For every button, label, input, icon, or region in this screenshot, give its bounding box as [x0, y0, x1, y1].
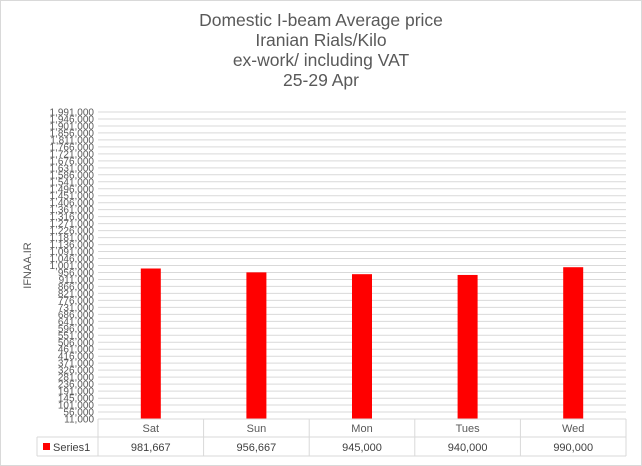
x-category-label: Wed: [562, 423, 584, 435]
y-tick-label: 731,000: [58, 303, 95, 314]
y-tick-label: 1,271,000: [50, 219, 95, 230]
y-tick-label: 1,361,000: [50, 205, 95, 216]
y-tick-label: 416,000: [58, 352, 95, 363]
y-tick-label: 1,406,000: [50, 198, 95, 209]
data-table-value: 956,667: [237, 442, 277, 454]
y-tick-label: 191,000: [58, 387, 95, 398]
chart-title-line-3: ex-work/ including VAT: [232, 50, 410, 70]
y-tick-label: 1,631,000: [50, 163, 95, 174]
y-axis-title: IFNAA.IR: [22, 242, 34, 289]
bar: [457, 274, 478, 419]
data-table-value: 990,000: [553, 442, 593, 454]
y-tick-label: 1,226,000: [50, 226, 95, 237]
y-tick-label: 641,000: [58, 317, 95, 328]
y-tick-label: 1,001,000: [50, 261, 95, 272]
y-tick-label: 821,000: [58, 289, 95, 300]
y-tick-label: 371,000: [58, 359, 95, 370]
y-tick-label: 686,000: [58, 310, 95, 321]
data-table-value: 940,000: [448, 442, 488, 454]
y-tick-label: 56,000: [63, 408, 94, 419]
y-tick-label: 1,541,000: [50, 177, 95, 188]
y-tick-label: 1,811,000: [50, 135, 94, 146]
y-tick-label: 1,136,000: [50, 240, 95, 251]
y-tick-label: 776,000: [58, 296, 95, 307]
y-tick-label: 101,000: [58, 401, 95, 412]
y-tick-label: 1,676,000: [50, 156, 95, 167]
y-tick-label: 281,000: [58, 373, 95, 384]
y-tick-label: 1,946,000: [50, 114, 95, 125]
chart-title-line-1: Domestic I-beam Average price: [199, 10, 443, 30]
y-tick-label: 956,000: [58, 268, 95, 279]
y-tick-label: 1,451,000: [50, 191, 95, 202]
y-tick-label: 866,000: [58, 282, 95, 293]
bar: [246, 272, 267, 419]
legend-series-name: Series1: [53, 442, 90, 454]
data-table-value: 945,000: [342, 442, 382, 454]
x-category-label: Sat: [143, 423, 160, 435]
chart-title-line-2: Iranian Rials/Kilo: [255, 30, 387, 50]
y-tick-label: 911,000: [59, 275, 95, 286]
y-tick-label: 551,000: [58, 331, 95, 342]
y-tick-label: 1,721,000: [50, 149, 95, 160]
x-category-label: Mon: [351, 423, 372, 435]
legend-key: [43, 443, 50, 450]
data-table-value: 981,667: [131, 442, 171, 454]
bar: [352, 274, 372, 419]
y-tick-label: 1,586,000: [50, 170, 95, 181]
y-tick-label: 1,091,000: [50, 247, 95, 258]
y-tick-label: 1,181,000: [50, 233, 95, 244]
y-tick-label: 11,000: [64, 415, 94, 426]
y-tick-label: 236,000: [58, 380, 95, 391]
y-tick-label: 1,856,000: [50, 128, 95, 139]
x-category-label: Tues: [456, 423, 481, 435]
y-tick-label: 506,000: [58, 338, 95, 349]
chart-title-line-4: 25-29 Apr: [283, 70, 359, 90]
y-tick-label: 1,991,000: [50, 108, 95, 119]
bar: [563, 267, 584, 419]
y-tick-label: 596,000: [58, 324, 95, 335]
bar: [140, 268, 161, 419]
y-tick-label: 145,000: [58, 394, 95, 405]
x-category-label: Sun: [247, 423, 267, 435]
y-tick-label: 461,000: [58, 345, 95, 356]
y-tick-label: 326,000: [58, 366, 95, 377]
y-tick-label: 1,901,000: [50, 121, 95, 132]
y-tick-label: 1,316,000: [50, 212, 95, 223]
y-tick-label: 1,496,000: [50, 184, 95, 195]
y-tick-label: 1,766,000: [50, 142, 95, 153]
y-tick-label: 1,046,000: [50, 254, 95, 265]
chart-title: Domestic I-beam Average price Iranian Ri…: [0, 10, 642, 90]
